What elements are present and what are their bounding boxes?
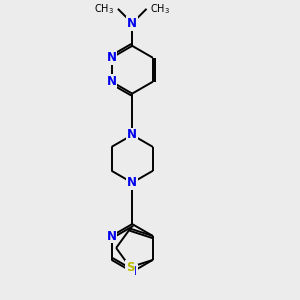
Text: N: N (127, 265, 137, 278)
Text: N: N (127, 176, 137, 189)
Text: S: S (126, 261, 134, 274)
Text: N: N (106, 230, 116, 242)
Text: N: N (106, 75, 116, 88)
Text: N: N (106, 51, 116, 64)
Text: CH$_3$: CH$_3$ (151, 2, 170, 16)
Text: CH$_3$: CH$_3$ (94, 2, 114, 16)
Text: N: N (127, 17, 137, 30)
Text: N: N (127, 128, 137, 142)
